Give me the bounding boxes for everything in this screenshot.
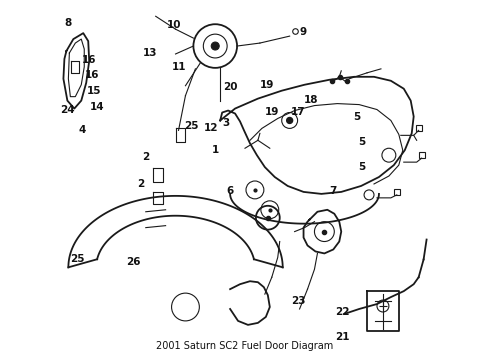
Circle shape [211,42,219,50]
Text: 5: 5 [358,162,366,172]
Text: 24: 24 [60,105,75,115]
Text: 7: 7 [329,186,336,196]
Text: 19: 19 [260,80,274,90]
Text: 15: 15 [87,86,101,96]
Text: 19: 19 [265,107,279,117]
Text: 16: 16 [82,55,97,65]
Text: 26: 26 [126,257,141,267]
Text: 5: 5 [353,112,361,122]
Text: 2: 2 [142,152,149,162]
Text: 21: 21 [335,332,349,342]
Text: 25: 25 [70,253,84,264]
Text: 6: 6 [227,186,234,196]
Text: 2: 2 [137,179,144,189]
Text: 14: 14 [89,102,104,112]
Text: 16: 16 [85,69,99,80]
Text: 17: 17 [291,107,306,117]
Text: 3: 3 [222,118,229,128]
Text: 18: 18 [303,95,318,105]
Text: 11: 11 [172,63,187,72]
Text: 13: 13 [143,48,157,58]
Circle shape [287,117,293,123]
Text: 9: 9 [300,27,307,37]
Text: 10: 10 [167,19,182,30]
Text: 5: 5 [358,138,366,148]
Text: 12: 12 [204,123,218,133]
Text: 25: 25 [184,121,199,131]
Text: 8: 8 [64,18,71,28]
Text: 1: 1 [212,145,220,155]
Text: 4: 4 [78,125,86,135]
Text: 2001 Saturn SC2 Fuel Door Diagram: 2001 Saturn SC2 Fuel Door Diagram [156,341,334,351]
Text: 20: 20 [223,82,238,92]
Text: 22: 22 [335,307,349,317]
Text: 23: 23 [291,296,306,306]
